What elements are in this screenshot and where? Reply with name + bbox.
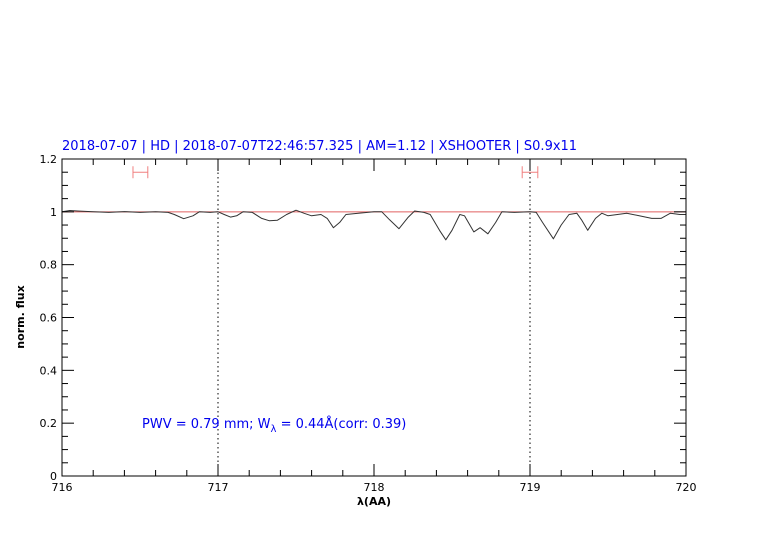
x-tick-label: 716: [52, 481, 73, 494]
y-axis-label: norm. flux: [14, 285, 27, 348]
y-tick-label: 0.6: [40, 312, 58, 325]
chart-title: 2018-07-07 | HD | 2018-07-07T22:46:57.32…: [62, 139, 577, 154]
range-marker: [132, 166, 149, 179]
spectrum-line: [61, 209, 686, 241]
y-tick-label: 0.2: [40, 417, 58, 430]
y-tick-label: 1: [50, 206, 57, 219]
pwv-annotation: PWV = 0.79 mm; Wλ = 0.44Å(corr: 0.39): [142, 416, 406, 435]
y-tick-label: 1.2: [40, 153, 58, 166]
annotation-subscript: λ: [271, 424, 277, 435]
annotation-suffix: = 0.44Å(corr: 0.39): [276, 416, 406, 432]
x-axis-label: λ(AA): [357, 495, 391, 508]
x-tick-label: 720: [676, 481, 697, 494]
y-tick-label: 0: [50, 470, 57, 483]
axes: 716 717 718 719 720 0 0.2 0.4 0.6 0.8 1 1.2: [40, 153, 697, 494]
range-marker: [521, 166, 539, 179]
y-tick-label: 0.4: [40, 364, 58, 377]
annotation-prefix: PWV = 0.79 mm; W: [142, 417, 271, 432]
x-tick-label: 718: [364, 481, 385, 494]
x-tick-label: 719: [520, 481, 541, 494]
y-tick-label: 0.8: [40, 259, 58, 272]
x-tick-label: 717: [208, 481, 229, 494]
